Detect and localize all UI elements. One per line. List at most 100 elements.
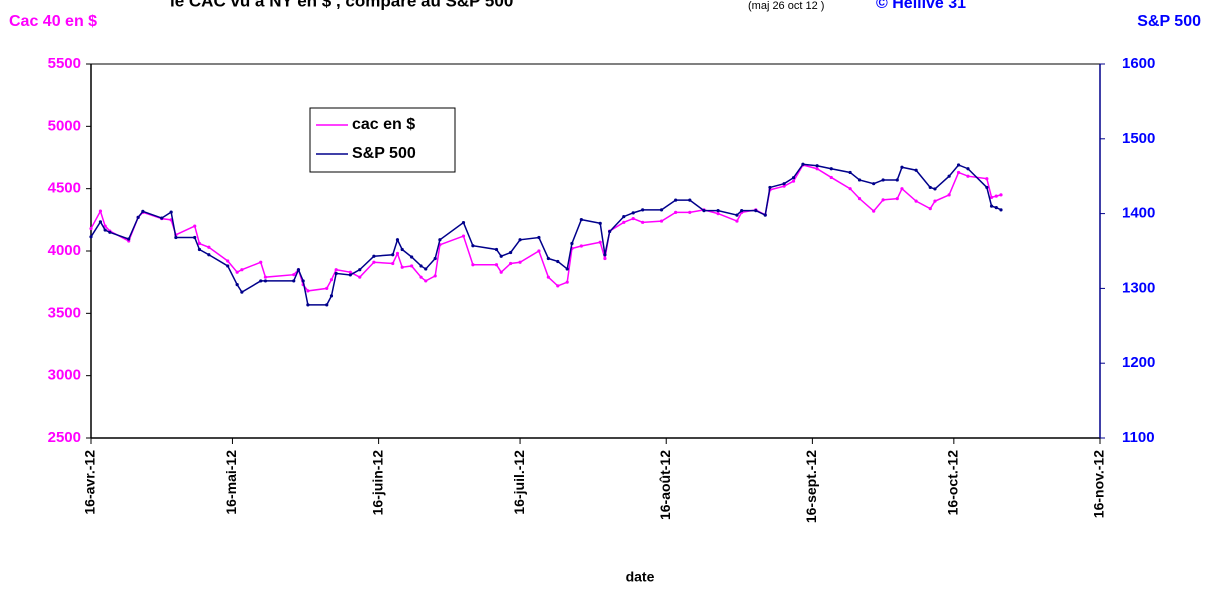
data-point — [622, 214, 626, 219]
data-point — [461, 234, 466, 238]
data-point — [848, 170, 852, 175]
data-point — [471, 263, 475, 267]
x-tick-label: 16-juil.-12 — [511, 450, 527, 515]
data-point — [659, 219, 664, 223]
data-point — [641, 208, 645, 212]
legend: cac en $ S&P 500 — [309, 107, 456, 173]
data-point — [994, 206, 998, 210]
y2-tick-label: 1300 — [1122, 279, 1155, 296]
data-point — [716, 212, 720, 216]
data-point — [735, 213, 739, 217]
y2-tick-label: 1400 — [1122, 205, 1155, 222]
data-point — [334, 268, 338, 272]
data-point — [608, 229, 612, 234]
data-point — [306, 303, 310, 307]
data-point — [603, 256, 607, 261]
data-point — [433, 274, 437, 278]
data-point — [424, 279, 428, 283]
data-point — [306, 289, 310, 293]
data-point — [631, 216, 635, 221]
data-point — [226, 264, 230, 268]
data-point — [740, 209, 744, 213]
data-point — [136, 215, 140, 219]
data-point — [537, 249, 541, 253]
data-point — [763, 213, 767, 217]
data-point — [494, 247, 499, 252]
data-point — [768, 185, 772, 190]
data-point — [598, 221, 602, 225]
data-point — [579, 244, 583, 248]
data-point — [395, 251, 400, 256]
data-point — [914, 199, 918, 203]
data-point — [735, 219, 739, 223]
data-point — [603, 253, 607, 257]
data-point — [829, 167, 833, 171]
data-point — [994, 194, 998, 198]
data-point — [509, 261, 513, 266]
y2-axis-label: S&P 500 — [1137, 13, 1201, 30]
data-point — [348, 270, 352, 274]
data-point — [688, 198, 692, 202]
data-point — [565, 267, 569, 271]
data-point — [494, 263, 499, 267]
data-point — [881, 198, 885, 202]
data-point — [782, 184, 786, 188]
x-tick-label: 16-oct.-12 — [945, 450, 961, 516]
data-point — [688, 210, 692, 214]
data-point — [197, 241, 202, 246]
data-point — [391, 261, 395, 266]
data-point — [410, 255, 414, 259]
data-point — [791, 176, 796, 180]
data-point — [674, 210, 678, 214]
y2-tick-label: 1100 — [1122, 429, 1155, 446]
x-tick-label: 16-août-12 — [657, 450, 673, 520]
data-point — [259, 279, 263, 283]
data-point — [985, 185, 989, 190]
data-point — [985, 177, 989, 181]
data-point — [900, 165, 904, 169]
data-point — [674, 198, 678, 202]
data-point — [235, 283, 239, 287]
data-point — [207, 253, 211, 257]
data-point — [499, 270, 503, 274]
data-point — [914, 168, 918, 172]
data-point — [263, 275, 268, 279]
legend-box — [309, 107, 456, 173]
data-point — [933, 187, 937, 191]
data-point — [857, 197, 862, 201]
data-point — [98, 220, 103, 224]
data-point — [391, 253, 395, 257]
data-point — [947, 193, 951, 197]
data-point — [989, 204, 994, 208]
chart-title: le CAC vu à NY en $ , comparé au S&P 500 — [170, 0, 513, 10]
x-tick-label: 16-avr.-12 — [82, 450, 98, 515]
data-point — [598, 240, 602, 244]
data-point — [292, 279, 296, 283]
data-point — [641, 220, 645, 224]
data-point — [263, 279, 268, 283]
data-point — [141, 209, 145, 213]
y2-tick-label: 1600 — [1122, 55, 1155, 72]
data-point — [622, 220, 626, 224]
data-point — [334, 271, 338, 276]
x-tick-label: 16-mai-12 — [223, 450, 239, 515]
data-point — [329, 294, 334, 298]
data-point — [410, 264, 414, 268]
y-axis-label: Cac 40 en $ — [9, 13, 97, 30]
data-point — [565, 280, 569, 284]
data-point — [872, 209, 876, 213]
data-point — [872, 182, 876, 186]
legend-label: S&P 500 — [352, 145, 416, 162]
data-point — [226, 259, 230, 263]
data-point — [197, 247, 202, 252]
data-point — [999, 193, 1003, 197]
data-point — [169, 210, 173, 214]
data-point — [301, 279, 305, 283]
data-point — [419, 264, 423, 268]
legend-label: cac en $ — [352, 116, 415, 133]
data-point — [89, 226, 93, 231]
y2-tick-label: 1200 — [1122, 354, 1155, 371]
data-point — [966, 174, 970, 178]
data-point — [801, 162, 805, 166]
